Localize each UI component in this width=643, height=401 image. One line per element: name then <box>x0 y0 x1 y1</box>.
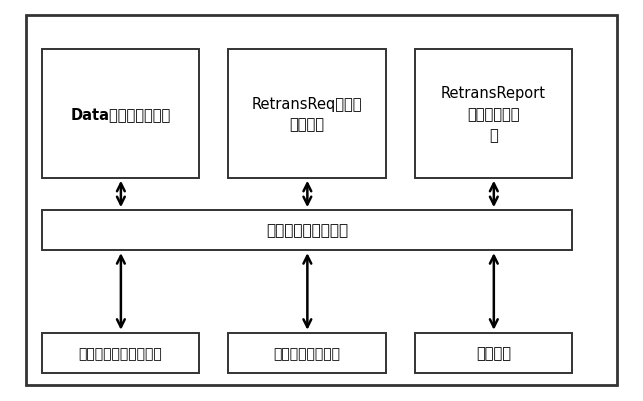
Bar <box>415 50 572 178</box>
Text: 多路径转发状态表模块: 多路径转发状态表模块 <box>78 346 163 360</box>
Text: 基本数据包处理模块: 基本数据包处理模块 <box>266 223 348 238</box>
Text: 物理端口: 物理端口 <box>476 345 511 360</box>
Bar <box>42 50 199 178</box>
Bar <box>42 211 572 251</box>
Text: RetransReport
数据包处理模
块: RetransReport 数据包处理模 块 <box>441 86 546 143</box>
Text: 内容存储队列模块: 内容存储队列模块 <box>273 346 341 360</box>
Bar <box>42 333 199 373</box>
Bar <box>415 333 572 373</box>
Text: Data数据包处理模块: Data数据包处理模块 <box>71 107 170 122</box>
Bar <box>228 50 386 178</box>
Bar <box>228 333 386 373</box>
Text: RetransReq数据包
处理模块: RetransReq数据包 处理模块 <box>252 96 362 132</box>
